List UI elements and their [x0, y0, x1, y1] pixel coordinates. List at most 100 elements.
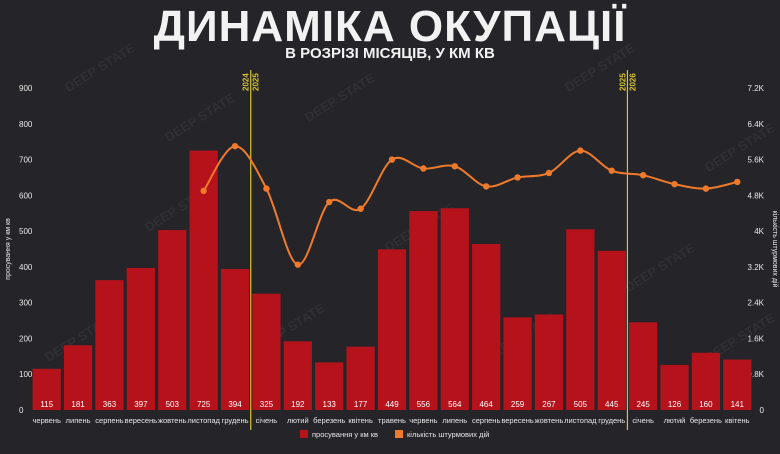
assault-point: [577, 147, 584, 154]
bar-value-label: 192: [291, 400, 305, 409]
x-tick-label: серпень: [95, 416, 123, 425]
bar: [126, 267, 155, 410]
bar: [691, 352, 721, 410]
bar: [220, 269, 250, 410]
y2-tick-label: 0: [760, 406, 765, 415]
bar: [63, 345, 93, 410]
bar-value-label: 449: [385, 400, 399, 409]
y-tick-label: 500: [19, 227, 33, 236]
assault-point: [545, 169, 553, 177]
y2-tick-label: 1.6K: [748, 334, 765, 343]
x-tick-label: листопад: [187, 416, 220, 425]
bar-value-label: 141: [731, 400, 745, 409]
assault-point: [702, 185, 710, 192]
bar-value-label: 505: [574, 400, 588, 409]
x-tick-label: січень: [256, 416, 278, 425]
x-tick-label: вересень: [501, 416, 533, 425]
bar-value-label: 181: [71, 400, 85, 409]
y-tick-label: 800: [19, 120, 33, 129]
bar-value-label: 160: [699, 400, 713, 409]
legend-label-bars: просування у км кв: [312, 430, 378, 439]
bar-value-label: 725: [197, 400, 211, 409]
x-tick-label: червень: [33, 416, 61, 425]
year-label-after: 2026: [628, 73, 637, 91]
bar: [409, 211, 438, 410]
y-tick-label: 300: [19, 299, 33, 308]
x-tick-label: листопад: [564, 416, 597, 425]
x-tick-label: жовтень: [535, 416, 564, 425]
bar-value-label: 259: [511, 400, 525, 409]
bar: [283, 341, 312, 410]
assault-point: [514, 174, 521, 181]
x-tick-label: березень: [690, 416, 722, 425]
bar: [377, 249, 407, 410]
assault-point: [734, 178, 741, 186]
bar-value-label: 126: [668, 400, 682, 409]
bar: [503, 317, 532, 410]
bar: [346, 346, 375, 410]
x-tick-label: червень: [409, 416, 437, 425]
bar: [95, 280, 124, 410]
assault-point: [608, 167, 615, 174]
legend-swatch-line: [395, 430, 403, 438]
y2-tick-label: 5.6K: [748, 156, 765, 165]
assault-point: [263, 185, 270, 192]
bar-value-label: 245: [636, 400, 650, 409]
x-tick-label: вересень: [125, 416, 157, 425]
x-tick-label: липень: [66, 416, 91, 425]
y2-tick-label: 3.2K: [748, 263, 765, 272]
y-tick-label: 700: [19, 156, 33, 165]
bar-value-label: 564: [448, 400, 462, 409]
x-tick-label: березень: [313, 416, 345, 425]
y-tick-label: 100: [19, 370, 33, 379]
x-tick-label: січень: [632, 416, 654, 425]
bar: [440, 208, 469, 410]
bar-value-label: 394: [228, 400, 242, 409]
bar: [252, 293, 281, 410]
y-tick-label: 200: [19, 334, 33, 343]
x-tick-label: квітень: [348, 416, 373, 425]
bar-value-label: 445: [605, 400, 619, 409]
page-subtitle: В РОЗРІЗІ МІСЯЦІВ, У КМ КВ: [285, 45, 495, 62]
assault-point: [326, 198, 333, 206]
assault-point: [357, 205, 364, 212]
assault-point: [482, 183, 490, 190]
bar: [534, 314, 564, 410]
assault-point: [200, 187, 207, 195]
bar: [32, 368, 61, 410]
bar: [723, 359, 752, 410]
x-tick-label: квітень: [725, 416, 750, 425]
y2-tick-label: 0.8K: [748, 370, 765, 379]
bar: [158, 230, 187, 410]
bar-value-label: 115: [40, 400, 53, 409]
bar: [566, 229, 595, 410]
bar: [597, 250, 626, 410]
x-tick-label: липень: [442, 416, 467, 425]
assault-point: [420, 165, 427, 172]
y2-tick-label: 7.2K: [748, 84, 765, 93]
y-tick-label: 400: [19, 263, 33, 272]
assault-point: [639, 172, 647, 179]
bar-value-label: 177: [354, 400, 368, 409]
assault-point: [671, 180, 678, 188]
y2-tick-label: 6.4K: [748, 120, 765, 129]
y2-axis-title: кількість штурмових дій: [771, 211, 779, 288]
x-tick-label: лютий: [287, 416, 309, 425]
assault-point: [231, 142, 239, 150]
x-tick-label: серпень: [472, 416, 500, 425]
bar-value-label: 325: [260, 400, 274, 409]
y-axis-title: просування у км кв: [5, 218, 12, 280]
y-tick-label: 900: [19, 84, 33, 93]
bar-value-label: 397: [134, 400, 148, 409]
assault-point: [451, 163, 458, 170]
x-tick-label: грудень: [222, 416, 249, 425]
y2-tick-label: 4K: [754, 227, 764, 236]
bar: [629, 322, 658, 410]
bar: [660, 364, 689, 410]
assault-point: [388, 156, 396, 163]
y-tick-label: 600: [19, 191, 33, 200]
bar: [315, 362, 344, 410]
legend-swatch-bars: [300, 430, 308, 438]
bar-value-label: 133: [323, 400, 337, 409]
